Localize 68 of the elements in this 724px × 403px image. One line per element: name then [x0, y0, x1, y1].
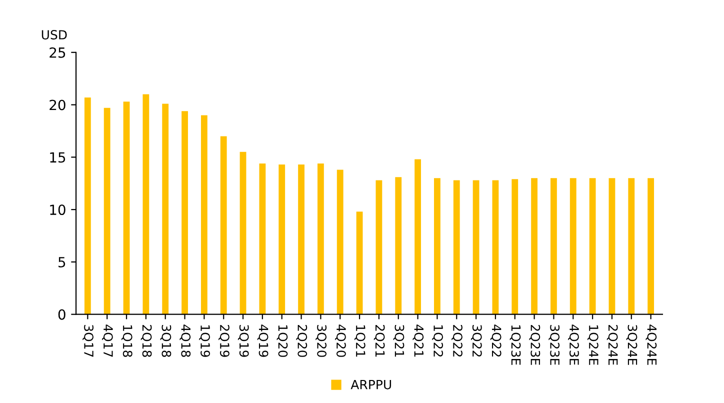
x-tick-label: 1Q20 [276, 325, 288, 357]
bar [395, 177, 402, 314]
bar [298, 164, 304, 314]
bar [259, 163, 266, 314]
x-tick-label: 3Q23E [548, 325, 560, 365]
x-tick-label: 2Q21 [374, 324, 385, 357]
bar [278, 164, 286, 314]
bar [182, 111, 188, 314]
x-tick-label: 3Q17 [82, 325, 94, 357]
x-tick-label: 2Q20 [296, 324, 308, 357]
y-tick-label: 15 [50, 152, 66, 163]
bar [472, 180, 480, 314]
bar [356, 212, 363, 314]
x-tick-label: 2Q24E [606, 324, 618, 365]
bar [550, 178, 557, 314]
x-tick-label: 1Q23E [510, 325, 521, 365]
x-tick-label: 1Q21 [354, 325, 366, 357]
x-tick-label: 1Q22 [432, 325, 444, 357]
y-tick-label: 10 [50, 204, 66, 216]
x-tick-label: 2Q22 [452, 324, 462, 357]
bar [240, 152, 246, 314]
x-tick-label: 2Q18 [140, 324, 152, 357]
x-tick-label: 1Q19 [199, 325, 210, 357]
y-tick-label: 5 [58, 257, 66, 268]
bar [512, 179, 518, 314]
bar [628, 178, 635, 314]
bar [648, 178, 654, 314]
bar [220, 136, 227, 314]
y-tick-label: 0 [58, 309, 66, 320]
x-tick-label: 3Q24E [626, 325, 638, 365]
x-tick-label: 2Q23E [529, 324, 540, 365]
x-tick-label: 3Q22 [470, 325, 482, 357]
x-tick-label: 4Q23E [568, 324, 579, 365]
legend-label: ARPPU [350, 380, 392, 390]
bar [453, 180, 460, 314]
x-tick-label: 4Q24E [646, 324, 657, 365]
bar [123, 102, 130, 314]
x-tick-label: 3Q18 [160, 325, 172, 357]
x-tick-label: 1Q18 [121, 325, 132, 357]
x-tick-label: 2Q19 [218, 324, 230, 357]
y-axis-title: USD [42, 30, 67, 40]
bar [376, 180, 382, 314]
x-tick-label: 4Q19 [257, 324, 268, 357]
x-tick-label: 4Q22 [490, 324, 502, 357]
bar [589, 178, 596, 314]
bar [434, 178, 440, 314]
x-tick-label: 3Q20 [316, 325, 327, 357]
bar [142, 94, 150, 314]
bar [414, 159, 421, 314]
bar [608, 178, 616, 314]
x-tick-label: 4Q17 [102, 324, 113, 357]
x-tick-label: 4Q18 [180, 324, 191, 357]
bar [317, 163, 324, 314]
bar [336, 170, 344, 314]
bar [200, 115, 208, 314]
x-tick-label: 4Q21 [412, 324, 424, 357]
x-tick-label: 3Q19 [238, 325, 249, 357]
x-tick-label: 3Q21 [393, 325, 404, 357]
x-tick-label: 1Q24E [587, 325, 598, 365]
bar [104, 108, 110, 314]
bar [570, 178, 576, 314]
bar [492, 180, 499, 314]
x-tick-label: 4Q20 [335, 324, 346, 357]
y-tick-label: 20 [50, 100, 66, 110]
bar [531, 178, 538, 314]
bar [84, 97, 91, 314]
bar [162, 104, 169, 314]
y-tick-label: 25 [50, 47, 66, 58]
